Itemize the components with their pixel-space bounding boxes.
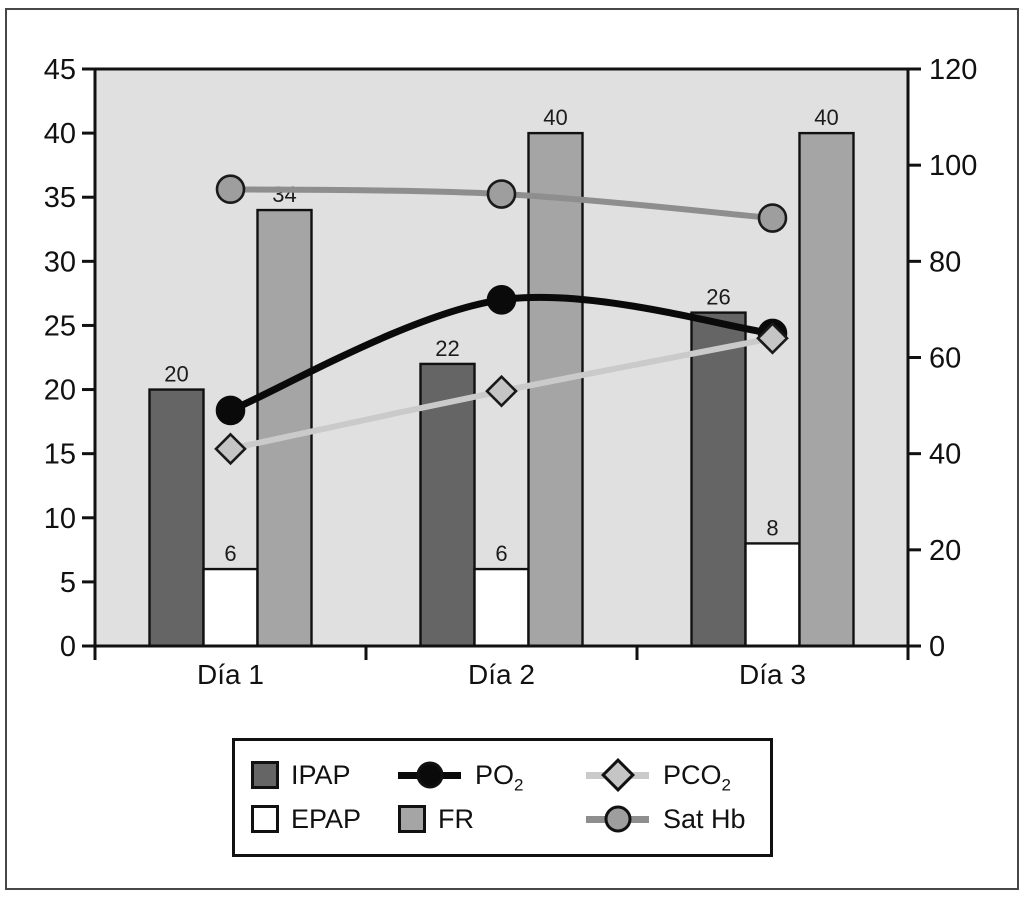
bar-fr-2 bbox=[527, 131, 584, 648]
legend-entry-epap: EPAP bbox=[251, 805, 398, 833]
left-axis-tick-label: 30 bbox=[44, 246, 76, 278]
marker-pco2-2 bbox=[485, 374, 518, 408]
legend-entry-ipap: IPAP bbox=[251, 761, 398, 789]
legend-line-circle-icon bbox=[398, 760, 461, 790]
left-axis-tick-label: 5 bbox=[60, 567, 76, 599]
legend-entry-sat-hb: Sat Hb bbox=[586, 804, 770, 834]
bar-value-label: 8 bbox=[766, 515, 778, 540]
legend-entry-po2: PO2 bbox=[398, 759, 586, 794]
bar-value-label: 6 bbox=[495, 541, 507, 566]
legend: IPAP PO2 PCO2 EPAP FR Sat Hb bbox=[232, 738, 773, 857]
category-label-1: Día 1 bbox=[197, 659, 264, 690]
legend-swatch-icon bbox=[398, 805, 426, 833]
marker-sat-hb-1 bbox=[215, 174, 246, 205]
marker-pco2-1 bbox=[214, 432, 247, 466]
left-axis-tick-label: 35 bbox=[44, 182, 76, 214]
legend-label: Sat Hb bbox=[663, 803, 746, 834]
left-axis-tick-label: 40 bbox=[44, 118, 76, 150]
legend-label: PCO2 bbox=[663, 759, 731, 794]
right-axis-tick-label: 20 bbox=[929, 535, 961, 567]
legend-label: IPAP bbox=[291, 759, 351, 790]
bar-value-label: 40 bbox=[543, 105, 567, 130]
left-axis-tick-label: 25 bbox=[44, 310, 76, 342]
legend-swatch-icon bbox=[251, 761, 279, 789]
bar-value-label: 20 bbox=[164, 362, 188, 387]
legend-label: PO2 bbox=[475, 759, 524, 794]
left-axis-tick-label: 20 bbox=[44, 375, 76, 407]
left-axis-tick-label: 10 bbox=[44, 503, 76, 535]
bar-ipap-3 bbox=[690, 311, 747, 648]
legend-marker bbox=[600, 758, 635, 792]
marker-po2-1 bbox=[215, 395, 246, 426]
legend-line-circle-icon bbox=[586, 804, 649, 834]
legend-entry-fr: FR bbox=[398, 805, 586, 833]
bar-epap-2 bbox=[473, 567, 530, 648]
category-label-3: Día 3 bbox=[739, 659, 806, 690]
right-axis-tick-label: 100 bbox=[929, 150, 977, 182]
bar-value-label: 6 bbox=[224, 541, 236, 566]
marker-sat-hb-3 bbox=[757, 203, 788, 233]
bar-ipap-2 bbox=[419, 362, 476, 648]
legend-line-diamond-icon bbox=[586, 758, 649, 792]
right-axis-tick-label: 80 bbox=[929, 246, 961, 278]
marker-sat-hb-2 bbox=[486, 179, 517, 209]
category-label-2: Día 2 bbox=[468, 659, 535, 690]
bar-value-label: 26 bbox=[706, 285, 730, 310]
marker-pco2-3 bbox=[756, 321, 789, 355]
bar-epap-3 bbox=[744, 542, 801, 648]
right-axis-tick-label: 0 bbox=[929, 631, 945, 663]
left-axis-tick-label: 0 bbox=[60, 631, 76, 663]
bar-ipap-1 bbox=[148, 388, 205, 648]
legend-swatch-icon bbox=[251, 805, 279, 833]
legend-label: EPAP bbox=[291, 803, 362, 834]
bar-value-label: 22 bbox=[435, 336, 459, 361]
bar-fr-3 bbox=[798, 131, 855, 648]
right-axis-tick-label: 60 bbox=[929, 343, 961, 375]
legend-label: FR bbox=[438, 803, 474, 834]
legend-marker bbox=[416, 761, 443, 789]
legend-marker bbox=[604, 805, 631, 833]
marker-po2-2 bbox=[486, 284, 517, 315]
right-axis-tick-label: 120 bbox=[929, 54, 977, 86]
bar-epap-1 bbox=[202, 567, 259, 648]
bar-value-label: 34 bbox=[272, 182, 296, 207]
bar-value-label: 40 bbox=[814, 105, 838, 130]
legend-entry-pco2: PCO2 bbox=[586, 758, 770, 794]
right-axis-tick-label: 40 bbox=[929, 439, 961, 471]
left-axis-tick-label: 45 bbox=[44, 54, 76, 86]
bar-fr-1 bbox=[256, 208, 313, 648]
left-axis-tick-label: 15 bbox=[44, 439, 76, 471]
